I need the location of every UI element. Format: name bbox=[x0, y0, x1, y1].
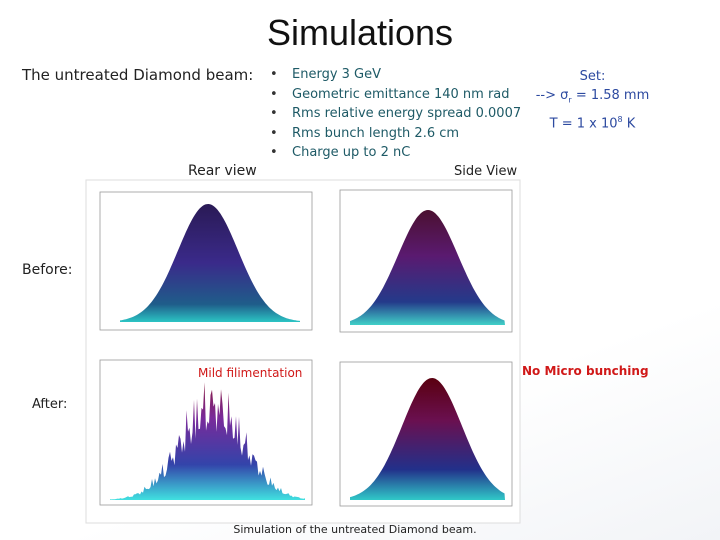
plot-axes bbox=[99, 189, 513, 507]
text: K bbox=[622, 115, 636, 131]
text: T = 1 x 10 bbox=[549, 115, 618, 131]
bullet-list: Energy 3 GeV Geometric emittance 140 nm … bbox=[270, 67, 521, 165]
bullet: Rms relative energy spread 0.0007 bbox=[270, 106, 521, 126]
set-box: Set: --> σr = 1.58 mm T = 1 x 108 K bbox=[520, 67, 665, 133]
title: Simulations bbox=[266, 12, 454, 53]
text: --> σ bbox=[535, 88, 569, 103]
gaussian-surface bbox=[350, 210, 505, 325]
left-label: The untreated Diamond beam: bbox=[22, 66, 254, 84]
after-label: After: bbox=[32, 397, 68, 412]
set-line: T = 1 x 108 K bbox=[520, 110, 665, 133]
text: = 1.58 mm bbox=[571, 88, 650, 103]
annotation: No Micro bunching bbox=[522, 364, 649, 378]
subscript: r bbox=[568, 95, 572, 105]
before-label: Before: bbox=[22, 262, 73, 278]
bullet: Energy 3 GeV bbox=[270, 67, 521, 87]
bullet: Charge up to 2 nC bbox=[270, 145, 521, 165]
caption: Simulation of the untreated Diamond beam… bbox=[233, 523, 477, 536]
side-view-label: Side View bbox=[454, 164, 518, 179]
gaussian-surface bbox=[120, 204, 300, 322]
set-line: --> σr = 1.58 mm bbox=[520, 86, 665, 110]
rear-view-label: Rear view bbox=[188, 163, 257, 179]
bullet: Rms bunch length 2.6 cm bbox=[270, 126, 521, 146]
gaussian-surface bbox=[350, 378, 505, 500]
bullet: Geometric emittance 140 nm rad bbox=[270, 87, 521, 107]
filamented-surface bbox=[110, 382, 305, 500]
superscript: 8 bbox=[617, 114, 623, 124]
set-heading: Set: bbox=[579, 69, 606, 84]
annotation: Mild filimentation bbox=[198, 366, 303, 380]
